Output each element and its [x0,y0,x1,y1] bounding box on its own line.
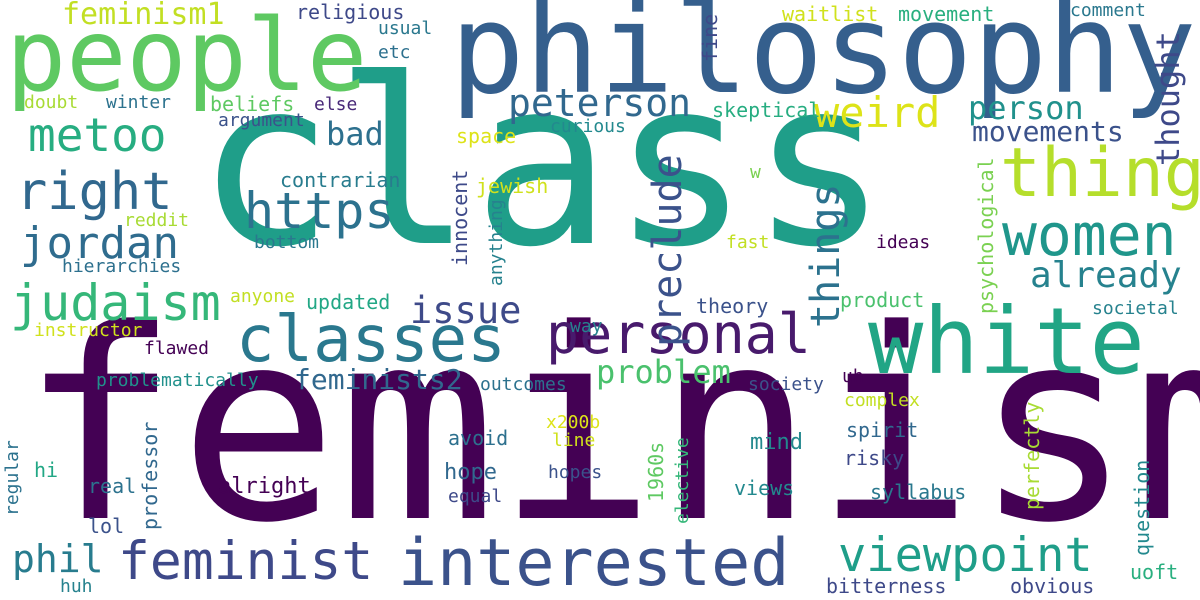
word-space: space [456,124,517,148]
word-etc: etc [378,42,411,63]
word-thing: thing [1000,134,1200,213]
word-spirit: spirit [846,418,919,442]
word-usual: usual [378,18,433,39]
word-weird: weird [814,88,941,137]
word-contrarian: contrarian [280,168,401,192]
word-https: https [244,182,395,240]
word-interested: interested [398,526,790,600]
word-obvious: obvious [1010,574,1095,598]
word-winter: winter [106,92,172,113]
word-1960s: 1960s [644,441,668,502]
word-feminism1: feminism1 [62,0,225,32]
word-judaism: judaism [10,274,221,332]
word-anything: anything [486,199,507,286]
word-risky: risky [844,446,905,470]
word-instructor: instructor [34,320,143,341]
word-philosophy: philosophy [450,0,1197,122]
word-peterson: peterson [508,81,692,125]
word-equal: equal [448,486,503,507]
word-hopes: hopes [548,462,603,483]
word-feminism: feminism [20,274,1200,581]
word-religious: religious [296,0,405,24]
word-societal: societal [1092,298,1179,319]
word-jewish: jewish [476,174,549,198]
word-mind: mind [750,430,803,455]
word-issue: issue [410,289,522,332]
word-regular: regular [2,440,23,516]
word-elective: elective [672,437,693,524]
word-hope: hope [444,460,497,485]
word-fine: fine [698,13,722,62]
word-waitlist: waitlist [782,2,879,26]
word-hi: hi [34,458,59,482]
word-hierarchies: hierarchies [62,256,182,277]
word-curious: curious [550,116,626,137]
word-women: women [1002,201,1177,269]
word-x200b: x200b [546,412,601,433]
word-class: class [196,31,889,298]
word-else: else [314,94,358,115]
word-personal: personal [546,302,811,366]
word-bad: bad [326,115,384,153]
word-bottom: bottom [254,232,320,253]
word-syllabus: syllabus [870,480,967,504]
word-doubt: doubt [24,92,79,113]
word-ideas: ideas [876,232,931,253]
word-views: views [734,476,795,500]
word-theory: theory [696,294,769,318]
word-reddit: reddit [124,210,190,231]
word-alright: alright [218,474,311,499]
word-thought: thought [1149,31,1187,166]
word-professor: professor [138,421,162,530]
word-problematically: problematically [96,370,259,391]
word-feminist: feminist [118,531,374,592]
word-huh: huh [60,576,93,597]
word-comment: comment [1070,0,1146,21]
word-white: white [868,288,1145,395]
word-already: already [1030,255,1182,296]
word-problem: problem [596,353,731,391]
word-movements: movements [972,115,1124,148]
word-metoo: metoo [28,108,167,162]
word-argument: argument [218,110,305,131]
word-avoid: avoid [448,426,509,450]
word-classes: classes [236,303,506,377]
word-complex: complex [844,390,920,411]
word-line: line [552,430,596,451]
word-beliefs: beliefs [210,92,295,116]
word-uoft: uoft [1130,560,1179,584]
word-right: right [16,162,173,222]
word-person: person [968,89,1084,127]
word-perfectly: perfectly [1020,401,1044,510]
word-movement: movement [898,2,995,26]
word-real: real [88,474,137,498]
word-fast: fast [726,232,770,253]
word-anyone: anyone [230,286,296,307]
word-uh: uh [842,366,864,387]
word-question: question [1130,459,1154,556]
word-product: product [840,288,925,312]
word-flawed: flawed [144,338,210,359]
word-society: society [748,374,824,395]
word-innocent: innocent [448,169,472,266]
word-preclude: preclude [645,154,691,347]
word-jordan: jordan [20,218,179,269]
word-psychological: psychological [974,157,998,314]
word-phil: phil [12,537,104,581]
word-way: way [570,316,603,337]
word-outcomes: outcomes [480,374,567,395]
word-updated: updated [306,290,391,314]
word-feminists2: feminists2 [294,363,463,396]
word-w: w [750,162,761,183]
word-skeptical: skeptical [712,98,821,122]
word-viewpoint: viewpoint [838,528,1093,583]
word-lol: lol [88,514,125,538]
word-people: people [6,0,368,114]
word-bitterness: bitterness [826,574,947,598]
